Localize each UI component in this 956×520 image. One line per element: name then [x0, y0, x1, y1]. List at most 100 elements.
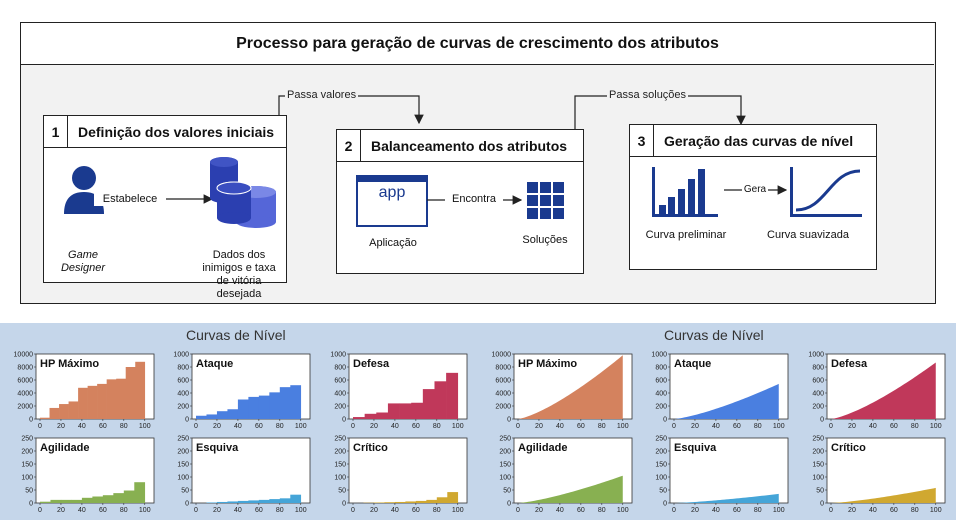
x-tick-label: 60: [412, 507, 420, 514]
x-tick-label: 20: [57, 423, 65, 430]
level-curves-section: Curvas de Nível Curvas de Nível 0 2000 400…: [0, 323, 956, 520]
bar: [92, 496, 104, 503]
bar: [447, 492, 459, 503]
bar: [78, 387, 88, 419]
x-tick-label: 20: [691, 507, 699, 514]
y-tick-label: 400: [334, 391, 346, 398]
y-tick-label: 200: [21, 449, 33, 456]
chart-title: Defesa: [353, 358, 390, 370]
x-tick-label: 60: [255, 423, 263, 430]
bar: [123, 490, 135, 503]
x-tick-label: 40: [234, 423, 242, 430]
y-tick-label: 0: [663, 417, 667, 424]
y-tick-label: 200: [177, 404, 189, 411]
chart-title: Agilidade: [40, 442, 90, 454]
x-tick-label: 100: [295, 423, 307, 430]
bar: [40, 501, 51, 503]
y-tick-label: 0: [507, 417, 511, 424]
action-label-gera: Gera: [742, 183, 768, 196]
bar: [40, 417, 50, 419]
chart-step-esquiva: 0 50 100 150 200 250 0 20 40 60 80 100 Esquiva: [177, 436, 311, 514]
bar: [135, 361, 146, 419]
x-tick-label: 20: [213, 507, 221, 514]
x-tick-label: 80: [433, 507, 441, 514]
bar: [269, 392, 281, 419]
x-tick-label: 100: [930, 507, 942, 514]
x-tick-label: 60: [412, 423, 420, 430]
area-series: [674, 493, 779, 503]
y-tick-label: 50: [503, 488, 511, 495]
x-tick-label: 0: [829, 507, 833, 514]
x-tick-label: 80: [433, 423, 441, 430]
chart-step-defesa: 0 200 400 600 800 1000 0 20 40 60 80 100 Defesa: [330, 352, 468, 430]
solutions-label: Soluções: [522, 234, 568, 246]
bar: [196, 415, 207, 419]
x-tick-label: 40: [869, 507, 877, 514]
connector-label-passa-solucoes: Passa soluções: [607, 89, 689, 101]
y-tick-label: 250: [334, 436, 346, 443]
action-label-estabelece: Estabelece: [94, 193, 166, 206]
x-tick-label: 0: [516, 423, 520, 430]
x-tick-label: 60: [577, 507, 585, 514]
x-tick-label: 20: [213, 423, 221, 430]
x-tick-label: 0: [672, 423, 676, 430]
y-tick-label: 200: [812, 404, 824, 411]
bar: [102, 495, 114, 503]
y-tick-label: 0: [342, 417, 346, 424]
x-tick-label: 40: [78, 507, 86, 514]
step-1-number: 1: [44, 116, 68, 147]
bar: [405, 501, 417, 503]
bar: [399, 403, 412, 419]
area-series: [674, 383, 779, 419]
smoothed-curve-label: Curva suavizada: [767, 229, 849, 241]
y-tick-label: 6000: [17, 378, 33, 385]
area-series: [518, 475, 623, 503]
x-tick-label: 80: [276, 423, 284, 430]
x-tick-label: 20: [57, 507, 65, 514]
x-tick-label: 80: [911, 507, 919, 514]
x-tick-label: 100: [139, 423, 151, 430]
bar: [237, 500, 249, 503]
chart-title: Ataque: [674, 358, 711, 370]
chart-title: HP Máximo: [518, 358, 577, 370]
y-tick-label: 600: [177, 378, 189, 385]
chart-title: Crítico: [831, 442, 866, 454]
y-tick-label: 100: [499, 475, 511, 482]
bar: [290, 494, 302, 503]
x-tick-label: 20: [535, 507, 543, 514]
x-tick-label: 20: [691, 423, 699, 430]
x-tick-label: 100: [773, 507, 785, 514]
y-tick-label: 100: [21, 475, 33, 482]
y-tick-label: 600: [812, 378, 824, 385]
bar: [227, 501, 239, 503]
bar: [60, 499, 72, 503]
plot-area: [191, 437, 311, 504]
app-icon: [356, 175, 428, 227]
chart-smooth-esquiva: 0 50 100 150 200 250 0 20 40 60 80 100 Esquiva: [655, 436, 789, 514]
x-tick-label: 100: [773, 423, 785, 430]
y-tick-label: 10000: [492, 352, 512, 359]
step-1-box: 1 Definição dos valores iniciais: [43, 115, 287, 300]
y-tick-label: 250: [655, 436, 667, 443]
bar: [394, 501, 406, 503]
y-tick-label: 400: [812, 391, 824, 398]
step-3-number: 3: [630, 125, 654, 156]
x-tick-label: 100: [452, 507, 464, 514]
x-tick-label: 40: [712, 507, 720, 514]
y-tick-label: 600: [655, 378, 667, 385]
x-tick-label: 0: [516, 507, 520, 514]
bar: [71, 499, 83, 503]
bar: [373, 502, 385, 503]
y-tick-label: 250: [177, 436, 189, 443]
x-tick-label: 0: [351, 507, 355, 514]
x-tick-label: 20: [848, 423, 856, 430]
step-2-graphics: [356, 175, 564, 227]
x-tick-label: 100: [617, 507, 629, 514]
x-tick-label: 40: [78, 423, 86, 430]
x-tick-label: 0: [194, 423, 198, 430]
action-label-encontra: Encontra: [445, 193, 503, 206]
bar: [68, 401, 79, 419]
y-tick-label: 50: [181, 488, 189, 495]
x-tick-label: 100: [139, 507, 151, 514]
